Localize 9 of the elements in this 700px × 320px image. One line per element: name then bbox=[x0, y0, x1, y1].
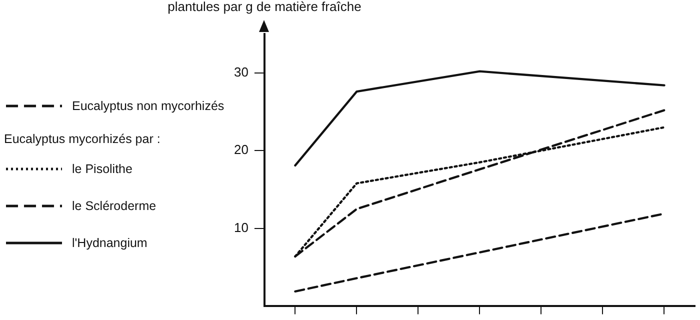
y-tick-label: 10 bbox=[234, 220, 248, 236]
legend-label: le Scléroderme bbox=[72, 199, 156, 213]
legend-label: Eucalyptus non mycorhizés bbox=[72, 99, 224, 113]
legend-title: Eucalyptus mycorhizés par : bbox=[4, 132, 162, 148]
y-axis-title: plantules par g de matière fraîche bbox=[168, 0, 362, 14]
y-tick-label: 30 bbox=[234, 64, 248, 80]
legend-label: l'Hydnangium bbox=[72, 236, 148, 250]
legend-label: le Pisolithe bbox=[72, 162, 132, 176]
y-tick-label: 20 bbox=[234, 142, 248, 158]
